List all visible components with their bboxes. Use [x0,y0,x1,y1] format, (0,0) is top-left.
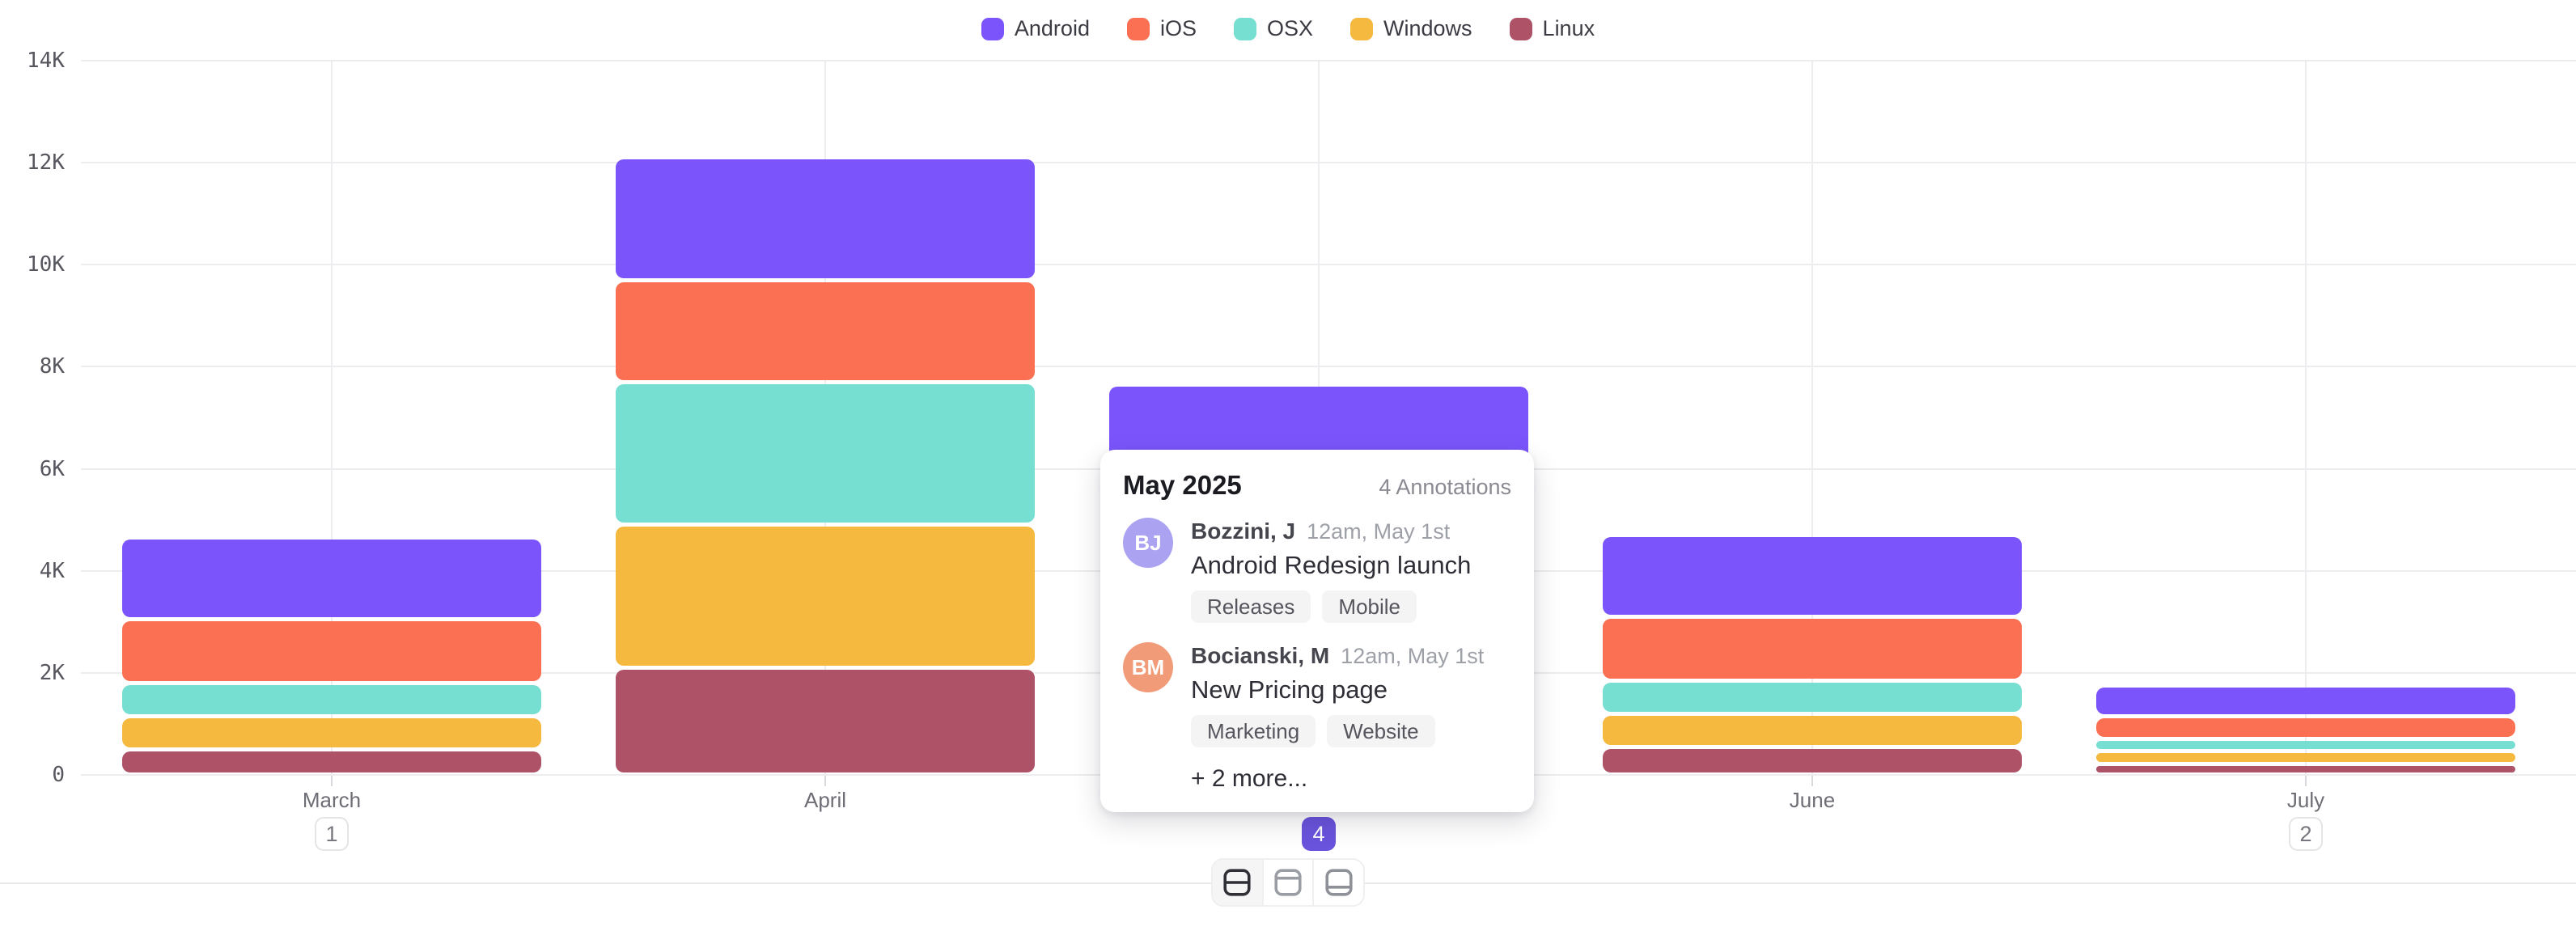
legend-item-windows[interactable]: Windows [1350,16,1472,41]
annotation-timestamp: 12am, May 1st [1307,519,1451,544]
layout-top-panel-icon [1273,867,1303,898]
tag-chip: Website [1327,715,1435,747]
y-axis-label: 14K [27,49,65,73]
x-axis-tick [824,776,826,786]
bar-segment-march-osx[interactable] [122,684,541,714]
tag-chip: Releases [1191,590,1311,623]
x-axis-label: July [2286,788,2325,812]
legend-item-linux[interactable]: Linux [1509,16,1595,41]
bar-segment-june-osx[interactable] [1603,682,2022,712]
annotation-tags: Marketing Website [1191,715,1484,747]
y-axis-label: 10K [27,252,65,277]
x-axis-label: June [1789,788,1836,812]
annotations-tooltip: May 2025 4 Annotations BJ Bozzini, J 12a… [1100,450,1534,812]
legend-label: Linux [1542,16,1595,40]
bar-segment-april-linux[interactable] [616,670,1035,773]
show-more-annotations-link[interactable]: + 2 more... [1191,765,1308,792]
bar-segment-july-android[interactable] [2096,688,2515,714]
x-axis-tick [1811,776,1813,786]
gridline-v [2305,61,2307,775]
legend-item-ios[interactable]: iOS [1126,16,1197,41]
bar-segment-june-windows[interactable] [1603,715,2022,745]
annotation-timestamp: 12am, May 1st [1341,644,1485,668]
legend-label: Windows [1383,16,1472,40]
annotation-author: Bocianski, M [1191,643,1330,668]
x-axis-label: April [803,788,846,812]
bar-segment-july-linux[interactable] [2096,765,2515,773]
avatar: BJ [1123,518,1173,568]
annotation-item[interactable]: BJ Bozzini, J 12am, May 1st Android Rede… [1123,518,1511,623]
y-axis-label: 4K [39,558,65,583]
annotation-body: Bocianski, M 12am, May 1st New Pricing p… [1191,642,1484,747]
tooltip-title: May 2025 [1123,470,1242,500]
legend-label: Android [1014,16,1090,40]
legend-swatch-icon [1233,17,1256,40]
annotation-count-badge[interactable]: 2 [2289,817,2323,851]
tooltip-header: May 2025 4 Annotations [1123,469,1511,502]
layout-bottom-panel-icon [1324,867,1354,898]
annotation-body: Bozzini, J 12am, May 1st Android Redesig… [1191,518,1471,623]
tooltip-annotation-count: 4 Annotations [1379,475,1511,499]
bar-segment-march-windows[interactable] [122,717,541,747]
annotation-title: Android Redesign launch [1191,551,1472,579]
bar-segment-june-android[interactable] [1603,537,2022,615]
bar-segment-april-osx[interactable] [616,383,1035,523]
bar-segment-march-android[interactable] [122,540,541,618]
layout-split-rows-button[interactable] [1213,860,1262,905]
layout-bottom-panel-button[interactable] [1312,860,1363,905]
annotation-tags: Releases Mobile [1191,590,1471,623]
layout-top-panel-button[interactable] [1261,860,1313,905]
layout-split-rows-icon [1222,867,1252,898]
y-axis-label: 8K [39,354,65,379]
bar-segment-april-windows[interactable] [616,527,1035,667]
gridline-v [331,61,333,775]
legend-item-osx[interactable]: OSX [1233,16,1314,41]
legend-label: iOS [1159,16,1197,40]
x-axis-label: March [302,788,362,812]
gridline-h [81,366,2576,368]
tag-chip: Mobile [1322,590,1417,623]
legend-label: OSX [1266,16,1314,40]
y-axis-label: 0 [52,763,65,787]
tag-chip: Marketing [1191,715,1316,747]
legend-swatch-icon [1126,17,1150,40]
legend-swatch-icon [1509,17,1532,40]
bar-segment-march-ios[interactable] [122,621,541,681]
bar-segment-july-windows[interactable] [2096,753,2515,762]
x-axis-tick [331,776,333,786]
gridline-h [81,162,2576,164]
bar-segment-july-ios[interactable] [2096,717,2515,738]
legend-swatch-icon [1350,17,1374,40]
y-axis-label: 2K [39,660,65,685]
annotation-title: New Pricing page [1191,675,1388,704]
bar-segment-march-linux[interactable] [122,751,541,773]
y-axis-label: 6K [39,456,65,481]
annotation-item[interactable]: BM Bocianski, M 12am, May 1st New Pricin… [1123,642,1511,747]
annotation-count-badge[interactable]: 1 [315,817,349,851]
legend-swatch-icon [981,17,1004,40]
chart-legend: Android iOS OSX Windows Linux [0,16,2576,41]
gridline-h [81,60,2576,61]
bar-segment-april-android[interactable] [616,159,1035,278]
bar-segment-june-linux[interactable] [1603,748,2022,773]
x-axis-tick [2305,776,2307,786]
annotation-author: Bozzini, J [1191,518,1296,544]
gridline-h [81,264,2576,266]
y-axis-label: 12K [27,150,65,176]
legend-item-android[interactable]: Android [981,16,1090,41]
bar-segment-june-ios[interactable] [1603,618,2022,679]
gridline-v [1811,61,1813,775]
bar-segment-april-ios[interactable] [616,281,1035,380]
avatar: BM [1123,642,1173,692]
annotation-count-badge[interactable]: 4 [1302,817,1336,851]
bar-segment-july-osx[interactable] [2096,741,2515,750]
layout-switcher [1211,858,1365,907]
